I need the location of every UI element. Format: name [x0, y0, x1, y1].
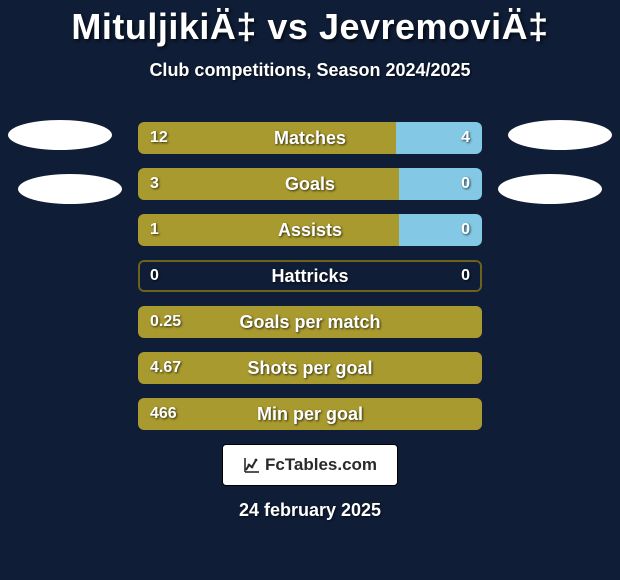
brand-text: FcTables.com — [265, 455, 377, 475]
player1-bar — [138, 214, 399, 246]
brand-badge[interactable]: FcTables.com — [222, 444, 398, 486]
bar-outline — [138, 260, 482, 292]
player1-value: 1 — [138, 214, 171, 246]
stat-row: Min per goal466 — [138, 398, 482, 430]
brand-label: FcTables.com — [243, 455, 377, 475]
stat-row: Matches124 — [138, 122, 482, 154]
chart-icon — [243, 456, 261, 474]
player2-avatar-mid — [498, 174, 602, 204]
player1-avatar-mid — [18, 174, 122, 204]
player2-value: 4 — [449, 122, 482, 154]
stat-row: Assists10 — [138, 214, 482, 246]
player1-bar — [138, 398, 482, 430]
player2-value: 0 — [449, 214, 482, 246]
player1-value: 12 — [138, 122, 180, 154]
player1-avatar-top — [8, 120, 112, 150]
player1-value: 466 — [138, 398, 189, 430]
comparison-infographic: MituljikiÄ‡ vs JevremoviÄ‡ Club competit… — [0, 0, 620, 580]
stat-row: Shots per goal4.67 — [138, 352, 482, 384]
stat-row: Hattricks00 — [138, 260, 482, 292]
stat-row: Goals30 — [138, 168, 482, 200]
player1-value: 0 — [138, 260, 171, 292]
page-title: MituljikiÄ‡ vs JevremoviÄ‡ — [0, 0, 620, 48]
player1-value: 3 — [138, 168, 171, 200]
player1-bar — [138, 168, 399, 200]
footer-date: 24 february 2025 — [0, 500, 620, 521]
player2-value: 0 — [449, 168, 482, 200]
player1-value: 0.25 — [138, 306, 193, 338]
stat-bars: Matches124Goals30Assists10Hattricks00Goa… — [138, 122, 482, 444]
player2-avatar-top — [508, 120, 612, 150]
stat-row: Goals per match0.25 — [138, 306, 482, 338]
player1-value: 4.67 — [138, 352, 193, 384]
player2-value: 0 — [449, 260, 482, 292]
subtitle: Club competitions, Season 2024/2025 — [0, 60, 620, 81]
